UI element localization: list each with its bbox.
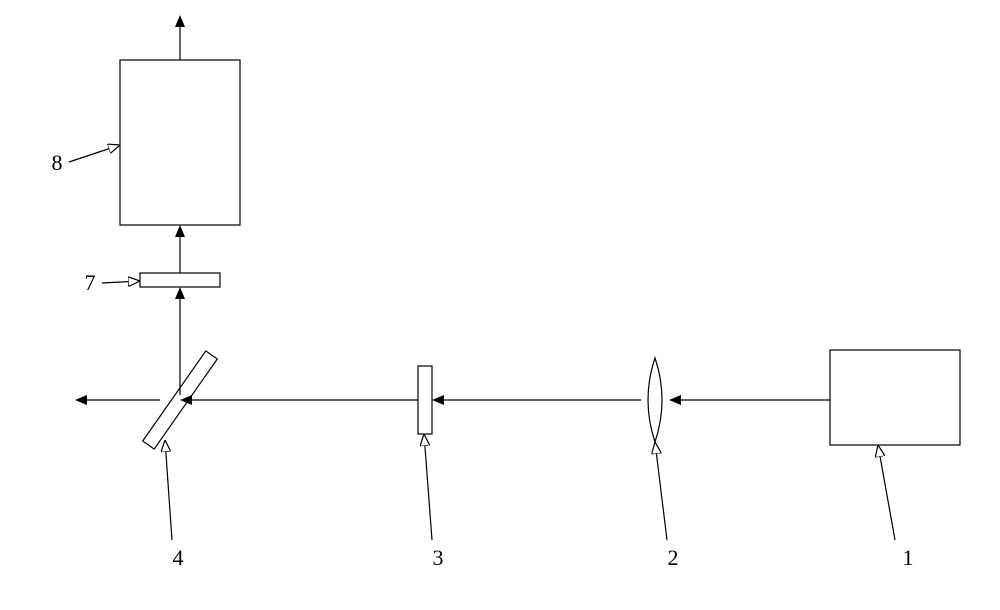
component-7-plate xyxy=(140,273,220,287)
component-3-plate xyxy=(418,366,432,434)
component-2-lens xyxy=(648,358,662,442)
leader-line-l4 xyxy=(165,440,172,540)
leader-line-l1 xyxy=(878,445,895,540)
beam-arrow-v-2-head xyxy=(175,15,185,27)
label-l7: 7 xyxy=(85,270,96,295)
leader-line-l7 xyxy=(102,281,140,283)
beam-arrow-v-1-head xyxy=(175,225,185,237)
beam-arrow-h-1-head xyxy=(432,395,444,405)
label-l2: 2 xyxy=(668,545,679,570)
label-l1: 1 xyxy=(903,545,914,570)
beam-arrow-h-3-head xyxy=(75,395,87,405)
leader-line-l8 xyxy=(69,145,120,162)
leader-line-l2 xyxy=(655,442,667,540)
component-1-box xyxy=(830,350,960,445)
label-l4: 4 xyxy=(173,545,184,570)
leader-line-l3 xyxy=(424,434,432,540)
label-l8: 8 xyxy=(52,150,63,175)
beam-arrow-v-0-head xyxy=(175,287,185,299)
component-8-box xyxy=(120,60,240,225)
beam-arrow-h-0-head xyxy=(669,395,681,405)
label-l3: 3 xyxy=(433,545,444,570)
